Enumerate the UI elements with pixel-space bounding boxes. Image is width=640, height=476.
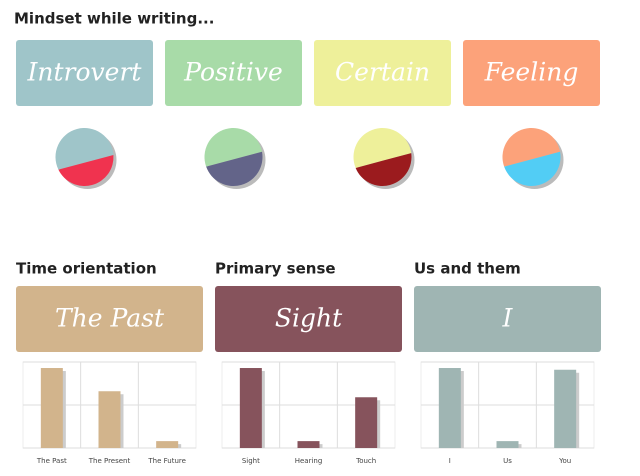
x-tick-label: Hearing xyxy=(295,457,323,465)
card xyxy=(463,40,600,106)
bar xyxy=(297,441,320,448)
card xyxy=(414,286,601,352)
pie xyxy=(204,128,263,186)
card-label: Certain xyxy=(335,58,430,87)
card-label: The Past xyxy=(55,304,165,333)
pie-segment xyxy=(355,153,412,186)
card-label: Sight xyxy=(275,304,343,333)
card xyxy=(215,286,402,352)
x-tick-label: Sight xyxy=(242,457,260,465)
section-title: Primary sense xyxy=(215,260,336,278)
section-title: Time orientation xyxy=(16,260,157,278)
x-tick-label: You xyxy=(558,457,571,465)
x-tick-label: The Present xyxy=(88,457,131,465)
card xyxy=(16,40,153,106)
pie xyxy=(55,128,114,186)
card-label: Introvert xyxy=(27,58,143,87)
card xyxy=(16,286,203,352)
pie xyxy=(353,128,412,186)
pie-segment xyxy=(504,151,561,186)
bar xyxy=(355,397,378,448)
card xyxy=(165,40,302,106)
bar xyxy=(554,369,577,448)
x-tick-label: I xyxy=(449,457,451,465)
pie-segment xyxy=(353,128,412,168)
card-label: Positive xyxy=(183,58,283,87)
bar xyxy=(438,368,461,448)
pie-segment xyxy=(206,151,263,186)
bar xyxy=(496,441,519,448)
x-tick-label: Touch xyxy=(355,457,376,465)
card-label: Feeling xyxy=(484,58,579,87)
bar xyxy=(239,368,262,448)
pie-segment xyxy=(58,154,114,186)
x-tick-label: The Future xyxy=(147,457,186,465)
card-label: I xyxy=(502,304,514,333)
x-tick-label: Us xyxy=(503,457,512,465)
bar xyxy=(98,391,121,448)
section-title: Us and them xyxy=(414,260,521,278)
pie-segment xyxy=(502,128,561,167)
pie-segment xyxy=(55,128,114,170)
pie-segment xyxy=(204,128,263,167)
pie xyxy=(502,128,561,186)
x-tick-label: The Past xyxy=(36,457,67,465)
heading: Mindset while writing... xyxy=(14,10,214,28)
bar xyxy=(40,368,63,448)
bar xyxy=(156,441,179,448)
card xyxy=(314,40,451,106)
